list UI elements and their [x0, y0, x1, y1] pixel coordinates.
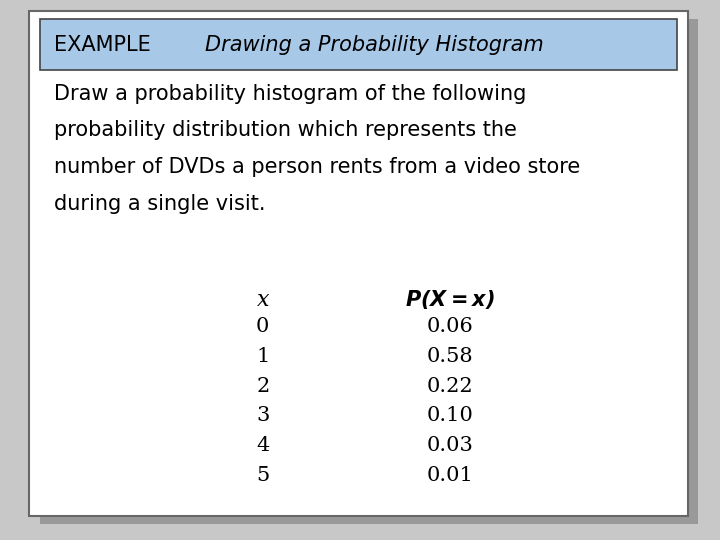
- Text: $\bfit{P}$$\bfit{(X}$$\bfit{ = x)}$: $\bfit{P}$$\bfit{(X}$$\bfit{ = x)}$: [405, 288, 495, 311]
- Text: 1: 1: [256, 347, 269, 366]
- Text: 0.10: 0.10: [426, 406, 474, 426]
- Text: EXAMPLE: EXAMPLE: [54, 35, 150, 55]
- Text: Drawing a Probability Histogram: Drawing a Probability Histogram: [205, 35, 544, 55]
- Text: Draw a probability histogram of the following: Draw a probability histogram of the foll…: [54, 84, 526, 104]
- Text: probability distribution which represents the: probability distribution which represent…: [54, 120, 517, 140]
- Text: 4: 4: [256, 436, 269, 455]
- Text: 0.22: 0.22: [427, 376, 473, 396]
- Text: x: x: [256, 289, 269, 310]
- Text: 3: 3: [256, 406, 269, 426]
- Text: 0.01: 0.01: [426, 465, 474, 485]
- Text: 5: 5: [256, 465, 269, 485]
- Text: 2: 2: [256, 376, 269, 396]
- Text: 0.06: 0.06: [427, 317, 473, 336]
- Text: 0.58: 0.58: [427, 347, 473, 366]
- Text: number of DVDs a person rents from a video store: number of DVDs a person rents from a vid…: [54, 157, 580, 177]
- Text: during a single visit.: during a single visit.: [54, 194, 266, 214]
- Text: 0.03: 0.03: [426, 436, 474, 455]
- Text: 0: 0: [256, 317, 269, 336]
